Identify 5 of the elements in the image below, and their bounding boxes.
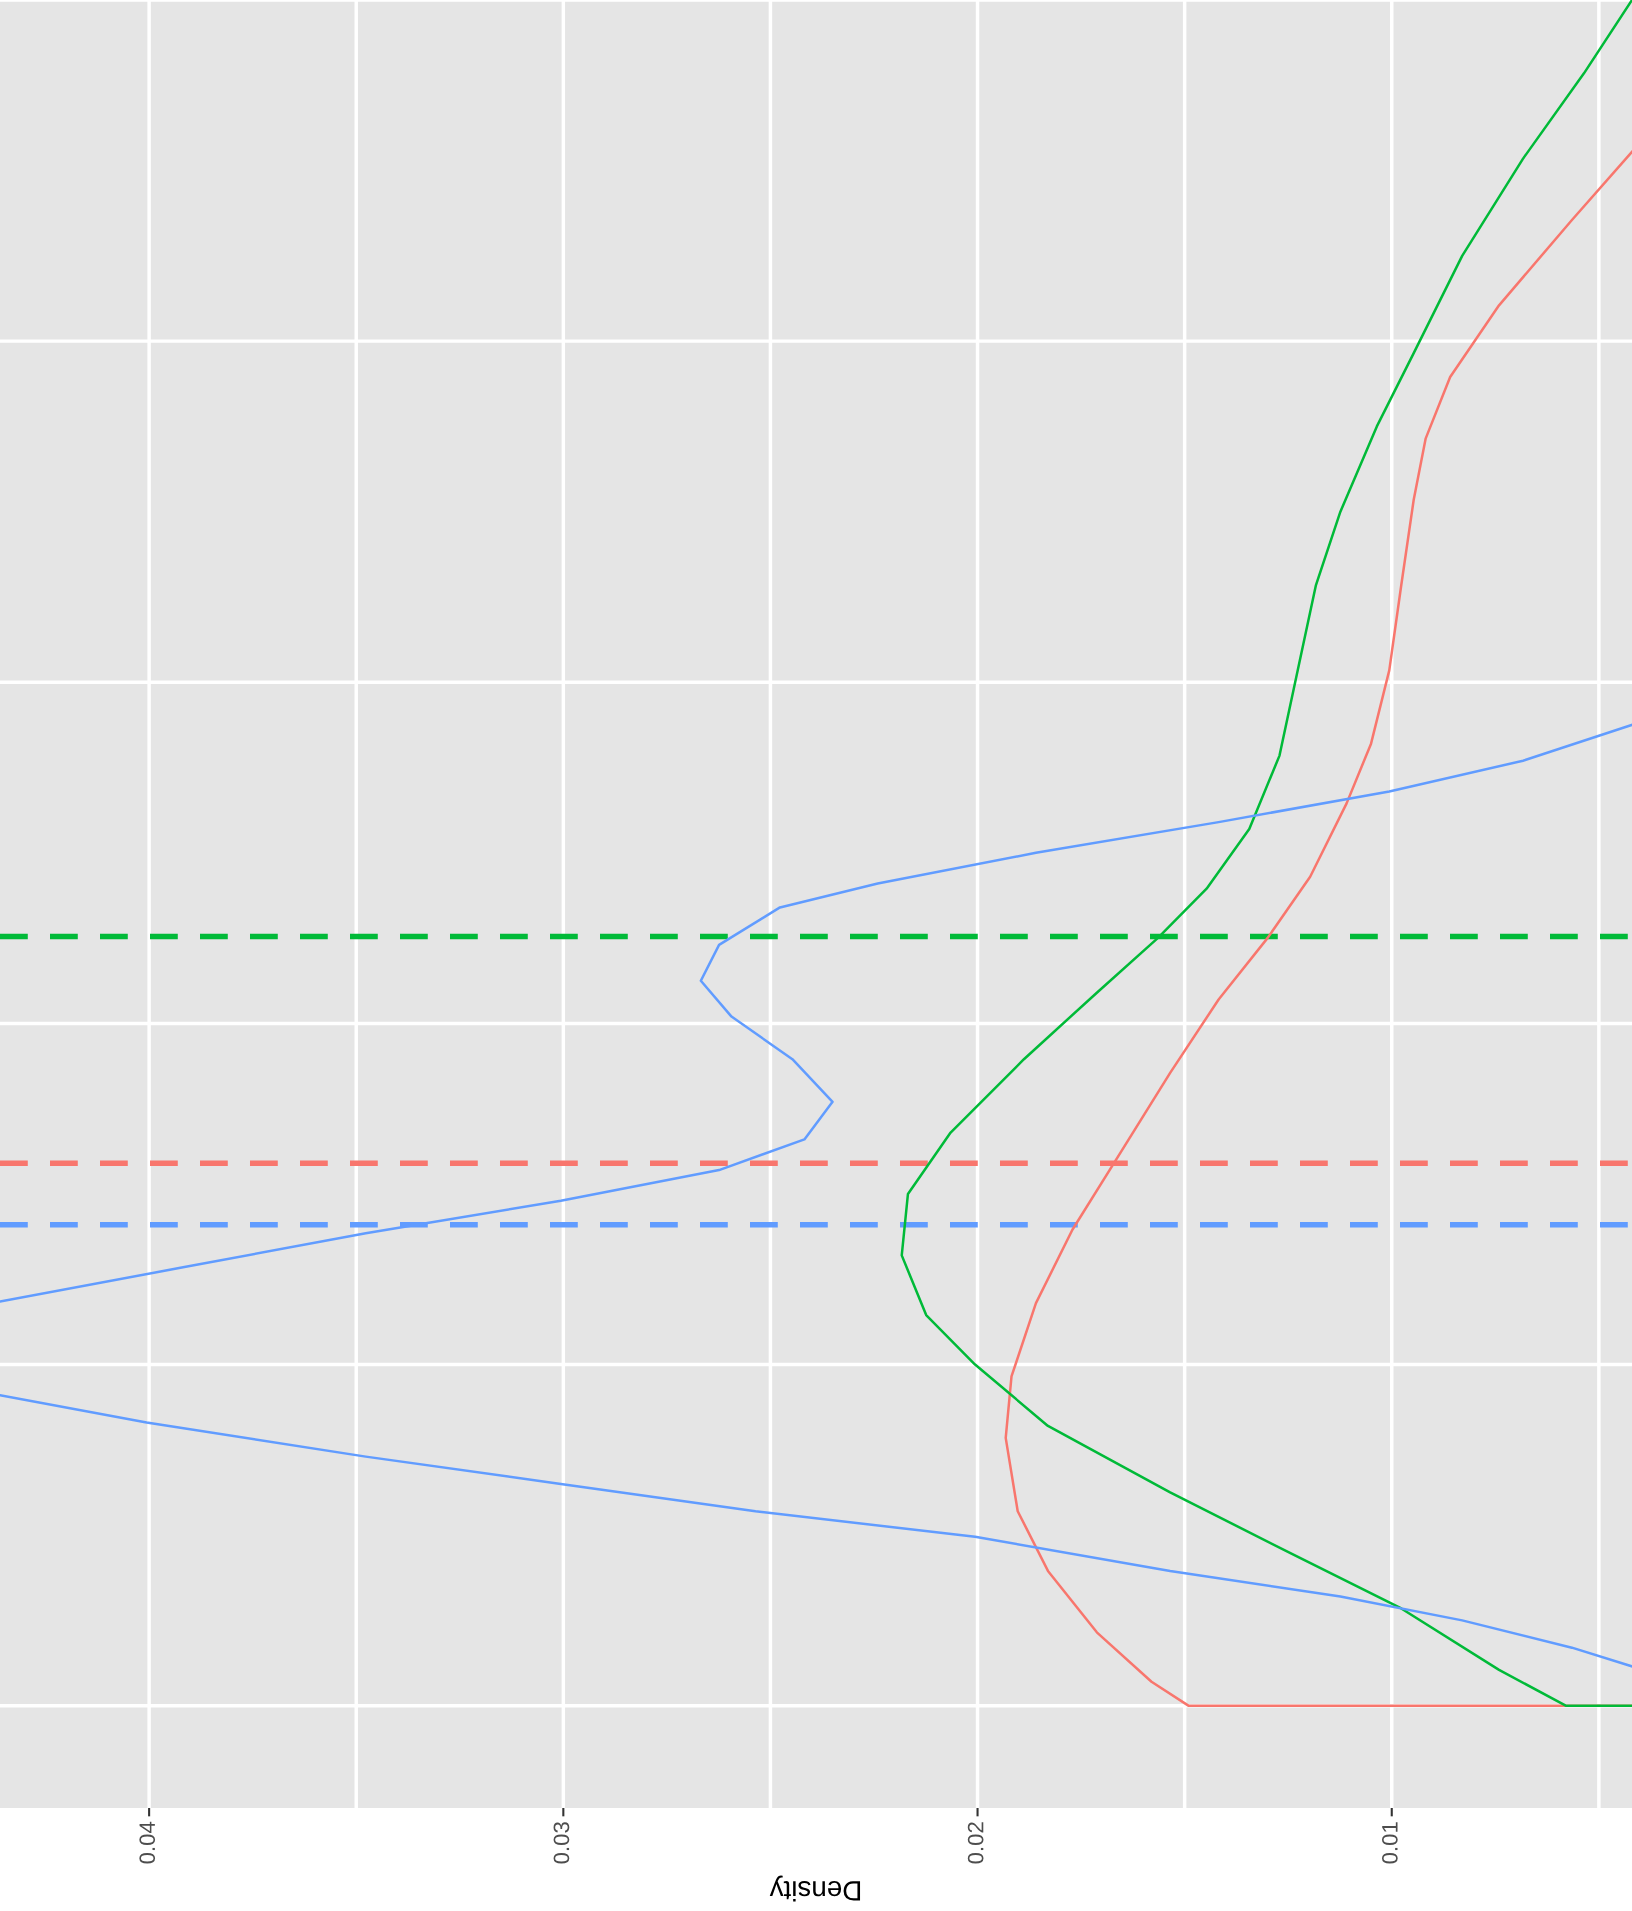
x-tick-label: 0.03 [553, 1822, 570, 1864]
x-tick-label: 0.04 [139, 1821, 156, 1864]
x-tick-label: 0.01 [1381, 1822, 1398, 1864]
x-tick-label: 0.02 [967, 1822, 984, 1864]
x-axis-title: Density [769, 1875, 861, 1902]
